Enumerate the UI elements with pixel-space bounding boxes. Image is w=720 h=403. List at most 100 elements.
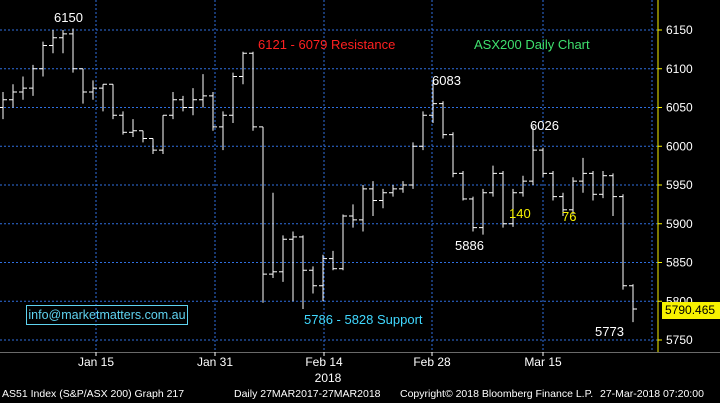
ohlc-bar [329, 250, 337, 271]
x-tick-label: Feb 14 [305, 355, 343, 369]
ohlc-bar [459, 171, 467, 201]
ohlc-bar [249, 51, 257, 131]
ohlc-bar [349, 204, 357, 228]
x-tick-label: Mar 15 [524, 355, 562, 369]
footer-copyright: Copyright© 2018 Bloomberg Finance L.P. [400, 388, 594, 400]
ohlc-bar [579, 157, 587, 193]
ohlc-bar [309, 266, 317, 294]
annotation-support: 5786 - 5828 Support [304, 312, 423, 327]
x-axis: Jan 15 Jan 31 Feb 14 Feb 28 Mar 15 2018 [0, 352, 720, 385]
ohlc-bar [79, 68, 87, 104]
ohlc-bar [59, 30, 67, 54]
x-year-label: 2018 [315, 371, 342, 385]
last-price-badge: 5790.465 [662, 302, 720, 319]
ohlc-bar [0, 92, 7, 120]
x-tick-label: Jan 15 [78, 355, 114, 369]
y-tick-label: 5900 [666, 217, 693, 231]
ohlc-bar [219, 111, 227, 151]
ohlc-bar [49, 30, 57, 54]
ohlc-bar [539, 147, 547, 178]
y-tick-label: 6000 [666, 139, 693, 153]
footer-index: AS51 Index (S&P/ASX 200) Graph 217 [2, 388, 185, 400]
ohlc-bar [449, 132, 457, 178]
annotation-move-140: 140 [509, 206, 531, 221]
ohlc-bar [409, 142, 417, 189]
footer-timestamp: 27-Mar-2018 07:20:00 [600, 388, 704, 400]
ohlc-bar [259, 126, 267, 303]
ohlc-bar [239, 51, 247, 85]
ohlc-bar [159, 114, 167, 154]
footer-period: Daily 27MAR2017-27MAR2018 [234, 388, 381, 400]
ohlc-bar [19, 76, 27, 100]
ohlc-bar [319, 254, 327, 302]
ohlc-bar [429, 81, 437, 123]
ohlc-bar [229, 72, 237, 123]
ohlc-bar [119, 111, 127, 135]
ohlc-bar [109, 83, 117, 120]
grid-lines [0, 0, 658, 352]
x-tick-label: Jan 31 [197, 355, 233, 369]
annotation-low-feb: 5886 [455, 238, 484, 253]
annotation-resistance: 6121 - 6079 Resistance [258, 37, 396, 52]
y-tick-label: 5950 [666, 178, 693, 192]
ohlc-bar [279, 235, 287, 282]
ohlc-bar [99, 83, 107, 112]
ohlc-bar [149, 138, 157, 154]
ohlc-bar [529, 126, 537, 185]
ohlc-bar [89, 80, 97, 100]
ohlc-bar [9, 84, 17, 108]
ohlc-bar [629, 284, 637, 323]
x-tick-label: Feb 28 [413, 355, 451, 369]
annotation-high-jan: 6150 [54, 10, 83, 25]
y-axis: 575058005850590059506000605061006150 [657, 0, 693, 352]
title-label: ASX200 Daily Chart [474, 37, 590, 52]
ohlc-bar [609, 173, 617, 216]
ohlc-bar [509, 188, 517, 227]
ohlc-bar [269, 192, 277, 278]
ohlc-bar [489, 165, 497, 197]
annotation-high-feb: 6083 [432, 73, 461, 88]
annotation-move-76: 76 [562, 209, 577, 224]
ohlc-bar [339, 214, 347, 271]
ohlc-bar [299, 235, 307, 309]
y-tick-label: 5750 [666, 333, 693, 347]
y-tick-label: 6150 [666, 23, 693, 37]
footer-bar: AS51 Index (S&P/ASX 200) Graph 217 Daily… [0, 386, 720, 403]
email-label: info@marketmatters.com.au [26, 305, 188, 325]
ohlc-bar [369, 181, 377, 216]
ohlc-bar [559, 192, 567, 216]
ohlc-bar [479, 188, 487, 235]
ohlc-bar [199, 74, 207, 108]
ohlc-bar [569, 177, 577, 215]
ohlc-bar [399, 181, 407, 193]
y-tick-label: 6050 [666, 101, 693, 115]
y-tick-label: 5850 [666, 256, 693, 270]
annotation-low-mar: 5773 [595, 324, 624, 339]
ohlc-bar [179, 95, 187, 112]
ohlc-bar [139, 130, 147, 143]
ohlc-bar [69, 28, 77, 73]
price-bars [0, 28, 637, 323]
ohlc-bar [129, 119, 137, 137]
ohlc-bar [359, 185, 367, 232]
ohlc-bar [619, 194, 627, 290]
ohlc-bar [599, 171, 607, 199]
ohlc-bar [499, 171, 507, 228]
ohlc-bar [419, 111, 427, 151]
ohlc-bar [389, 185, 397, 197]
ohlc-bar [589, 171, 597, 201]
ohlc-bar [29, 64, 37, 96]
ohlc-bar [379, 188, 387, 209]
ohlc-bar [169, 92, 177, 120]
ohlc-bar [189, 88, 197, 116]
ohlc-bar [289, 231, 297, 302]
annotation-high-mar: 6026 [530, 118, 559, 133]
y-tick-label: 6100 [666, 62, 693, 76]
ohlc-bar [469, 196, 477, 232]
ohlc-bar [519, 175, 527, 197]
ohlc-bar [439, 101, 447, 139]
ohlc-bar [209, 92, 217, 131]
ohlc-bar [39, 41, 47, 77]
ohlc-bar [549, 171, 557, 201]
